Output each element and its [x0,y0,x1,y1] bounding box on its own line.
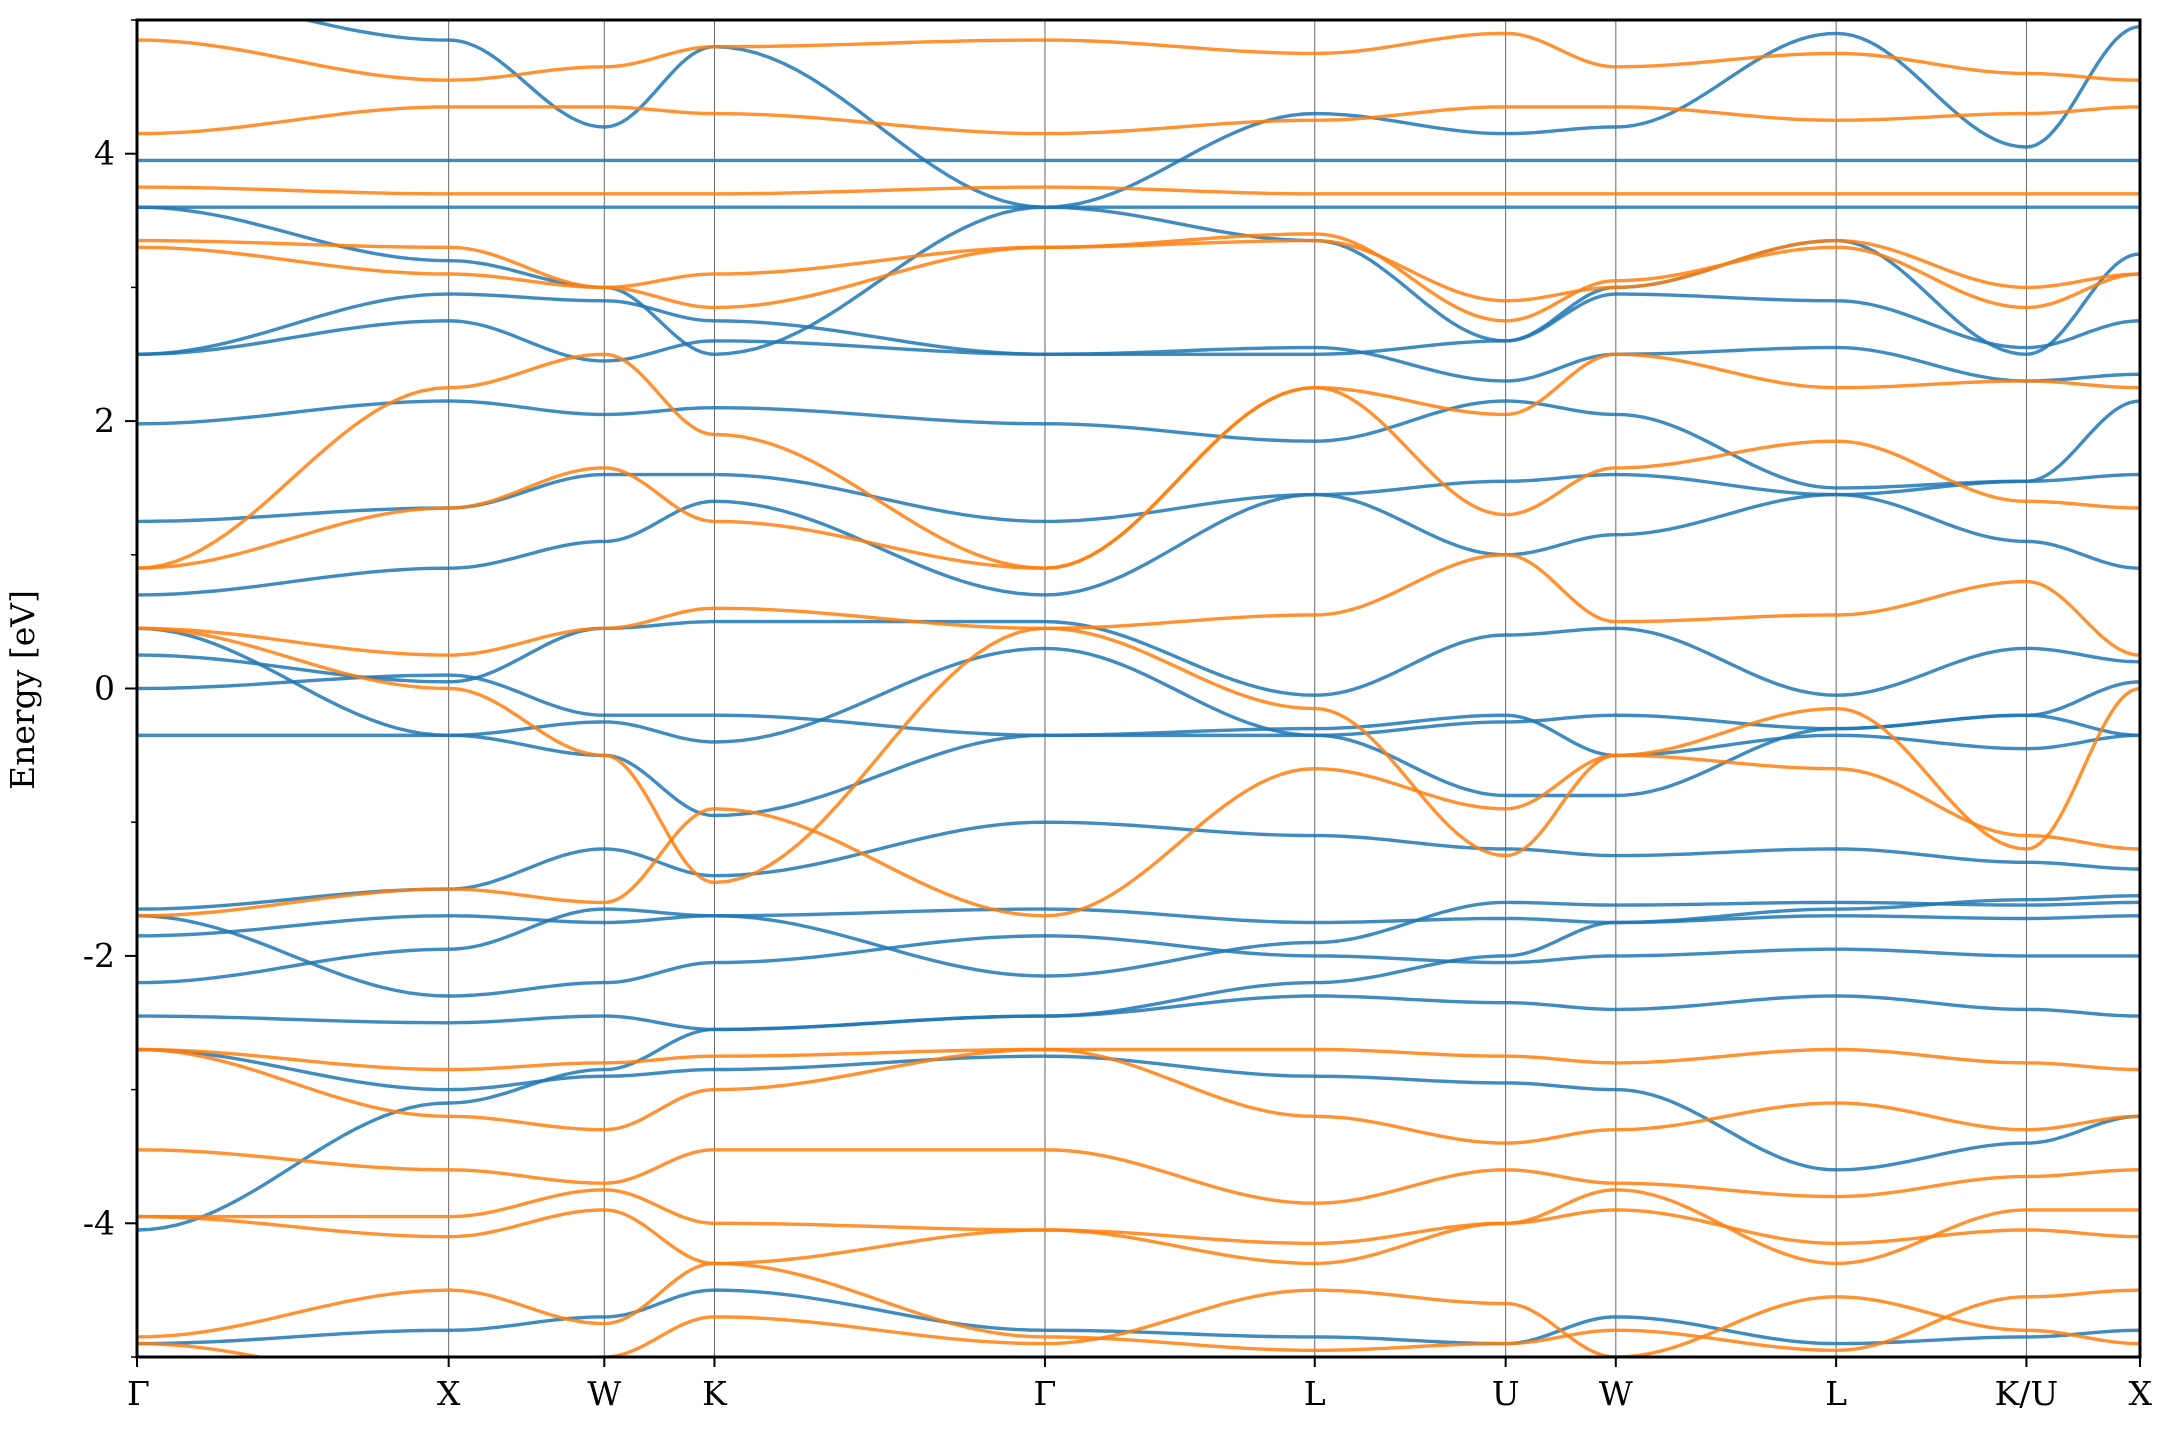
band-0-17 [137,1288,2140,1346]
band-0-11 [137,205,2140,356]
band-0-10 [137,292,2140,356]
x-tick-label-7: W [1599,1374,1633,1413]
x-tick-label-3: K [702,1374,728,1413]
y-tick-label-4: 4 [94,134,115,173]
band-1-2 [137,1148,2140,1205]
band-1-15 [137,1288,2140,1357]
x-tick-label-5: L [1304,1374,1326,1413]
bands [137,20,2140,1357]
plot-frame [135,18,2142,1359]
series-1 [137,31,2140,1357]
band-0-18 [137,1047,2140,1172]
band-1-13 [137,105,2140,136]
x-tick-label-10: X [2129,1374,2153,1413]
y-tick-label-2: 0 [94,669,115,708]
band-0-16 [137,907,2140,938]
band-1-8 [137,386,2140,570]
series-0 [137,20,2140,1346]
x-tick-label-8: L [1825,1374,1847,1413]
band-0-4 [137,673,2140,737]
band-1-10 [137,238,2140,303]
band-0-9 [137,319,2140,383]
band-0-5 [137,619,2140,697]
x-tick-label-2: W [587,1374,621,1413]
x-axis: Γ X W K Γ L U W L K/U X [127,1357,2153,1413]
band-0-7 [137,472,2140,524]
band-0-14 [299,20,2140,209]
band-1-1 [137,1188,2140,1266]
band-1-14 [137,31,2140,82]
band-0-20 [137,626,2140,798]
y-tick-label-0: -4 [83,1203,115,1242]
band-0-8 [137,399,2140,490]
x-tick-label-6: U [1492,1374,1520,1413]
band-1-12 [137,185,2140,196]
band-1-9 [137,352,2140,570]
band-1-11 [137,232,2140,323]
x-tick-label-4: Γ [1034,1374,1057,1413]
x-tick-label-9: K/U [1995,1374,2059,1413]
band-1-6 [137,626,2140,885]
band-1-4 [137,1047,2140,1145]
y-tick-label-3: 2 [94,401,115,440]
band-1-7 [137,553,2140,657]
band-1-16 [137,1208,2140,1266]
band-1-3 [137,1047,2140,1072]
band-0-19 [137,914,2140,998]
x-tick-label-0: Γ [127,1374,150,1413]
band-1-0 [137,1261,2140,1352]
band-0-2 [137,820,2140,911]
y-axis-title: Energy [eV] [3,590,42,790]
y-axis: -4 -2 0 2 4 [83,19,137,1358]
band-0-3 [137,713,2140,818]
band-0-15 [137,994,2140,1032]
x-tick-label-1: X [437,1374,461,1413]
band-1-5 [137,753,2140,918]
y-tick-label-1: -2 [83,936,115,975]
